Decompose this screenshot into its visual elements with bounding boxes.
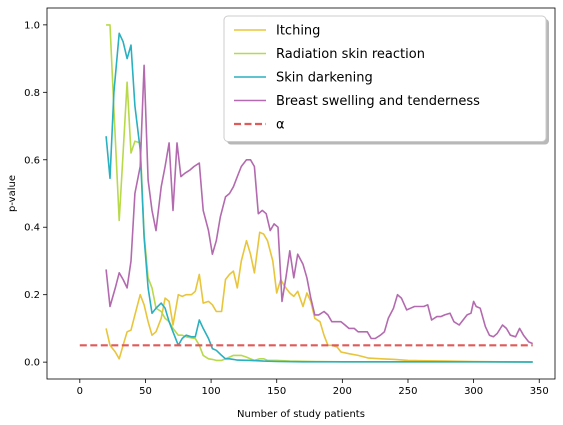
axes-frame: [46, 7, 556, 380]
series-line-2: [106, 24, 533, 363]
x-tick-label: 50: [139, 386, 152, 397]
y-tick-label: 0.8: [24, 88, 40, 99]
x-tick-label: 300: [464, 386, 483, 397]
legend-label: Skin darkening: [276, 71, 373, 86]
x-tick-label: 250: [398, 386, 417, 397]
legend-label: Breast swelling and tenderness: [276, 94, 480, 109]
legend-box: [223, 15, 547, 142]
y-tick-label: 0.0: [24, 358, 40, 369]
x-axis-title: Number of study patients: [237, 409, 365, 420]
legend-label: α: [276, 118, 285, 133]
x-tick-label: 150: [267, 386, 286, 397]
legend-label: Radiation skin reaction: [276, 47, 425, 62]
x-tick-label: 0: [77, 386, 83, 397]
series-line-3: [105, 32, 533, 363]
series-line-4: [105, 64, 534, 345]
x-tick-label: 350: [530, 386, 549, 397]
y-tick-label: 0.4: [24, 223, 40, 234]
legend: Itching Radiation skin reaction Skin darke…: [223, 15, 549, 145]
y-tick-label: 0.6: [24, 155, 40, 166]
legend-label: Itching: [276, 24, 320, 39]
plot-area: [79, 24, 534, 363]
y-axis: 0.0 0.2 0.4 0.6 0.8 1.0: [24, 20, 47, 369]
y-tick-label: 0.2: [24, 290, 40, 301]
x-axis: 0 50 100 150 200 250 300 350: [77, 379, 549, 397]
series-line-1: [105, 231, 533, 363]
y-tick-label: 1.0: [24, 20, 40, 31]
x-tick-label: 200: [333, 386, 352, 397]
x-tick-label: 100: [202, 386, 221, 397]
y-axis-title: p-value: [7, 175, 18, 212]
